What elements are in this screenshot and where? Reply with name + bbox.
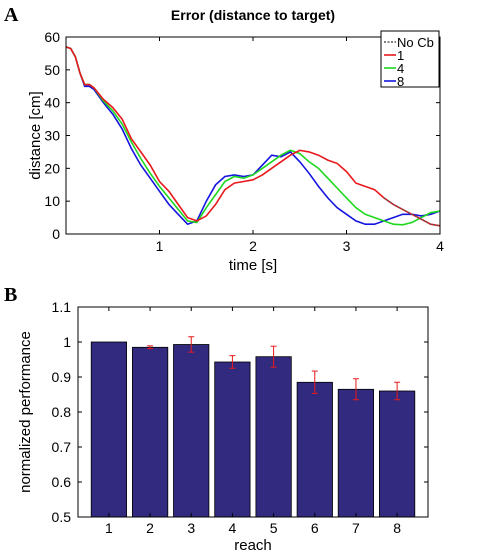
x-tick-label: 2 [249,238,257,254]
bar-2 [131,346,169,518]
y-tick-label: 0.9 [52,369,72,385]
x-tick-label: 3 [343,238,351,254]
y-axis-label: distance [cm] [27,91,44,179]
y-tick-label: 0.8 [52,404,72,420]
series-line-4 [65,46,441,226]
bar-3 [173,344,210,518]
y-tick-label: 40 [44,95,60,111]
x-tick-label: 5 [270,520,278,536]
x-tick-label: 7 [352,520,360,536]
y-tick-label: 60 [44,29,60,45]
y-tick-label: 20 [44,160,60,176]
legend-label: 1 [397,48,404,63]
y-tick-label: 30 [44,128,60,144]
series-line-1 [65,46,441,227]
y-tick-label: 0 [52,226,60,242]
line-chart: Error (distance to target) 0 10 20 30 40 50 60 1… [27,7,444,274]
y-tick-label: 1.1 [52,299,72,315]
bar-4 [214,361,251,518]
x-tick-label: 6 [311,520,319,536]
x-tick-label: 8 [393,520,401,536]
y-tick-label: 0.7 [52,439,72,455]
bar-8 [378,390,416,518]
y-tick-label: 0.6 [52,474,72,490]
y-tick-label: 1 [63,334,71,350]
bar-5 [255,356,292,518]
legend-box [380,30,440,88]
x-tick-label: 4 [229,520,237,536]
x-tick-label: 1 [156,238,164,254]
chart-title: Error (distance to target) [171,7,335,23]
legend-label: 8 [397,74,404,89]
y-tick-label: 10 [44,193,60,209]
legend-label: No Cb [397,35,434,50]
x-axis-label: time [s] [229,257,277,274]
x-tick-label: 1 [105,520,113,536]
legend-label: 4 [397,61,404,76]
x-axis-label: reach [234,537,272,554]
series-line-8 [65,46,441,226]
x-tick-label: 2 [146,520,154,536]
panel-label-a: A [4,4,19,26]
x-tick-label: 4 [436,238,444,254]
plot-frame [77,306,429,518]
panel-label-b: B [4,284,18,306]
bar-7 [337,388,375,518]
series-line-no-cb [383,197,441,227]
bar-1 [90,341,127,518]
bar-6 [296,381,333,518]
y-tick-label: 0.5 [52,509,72,525]
y-axis-label: normalized performance [17,331,34,493]
y-tick-label: 50 [44,62,60,78]
x-tick-label: 3 [187,520,195,536]
